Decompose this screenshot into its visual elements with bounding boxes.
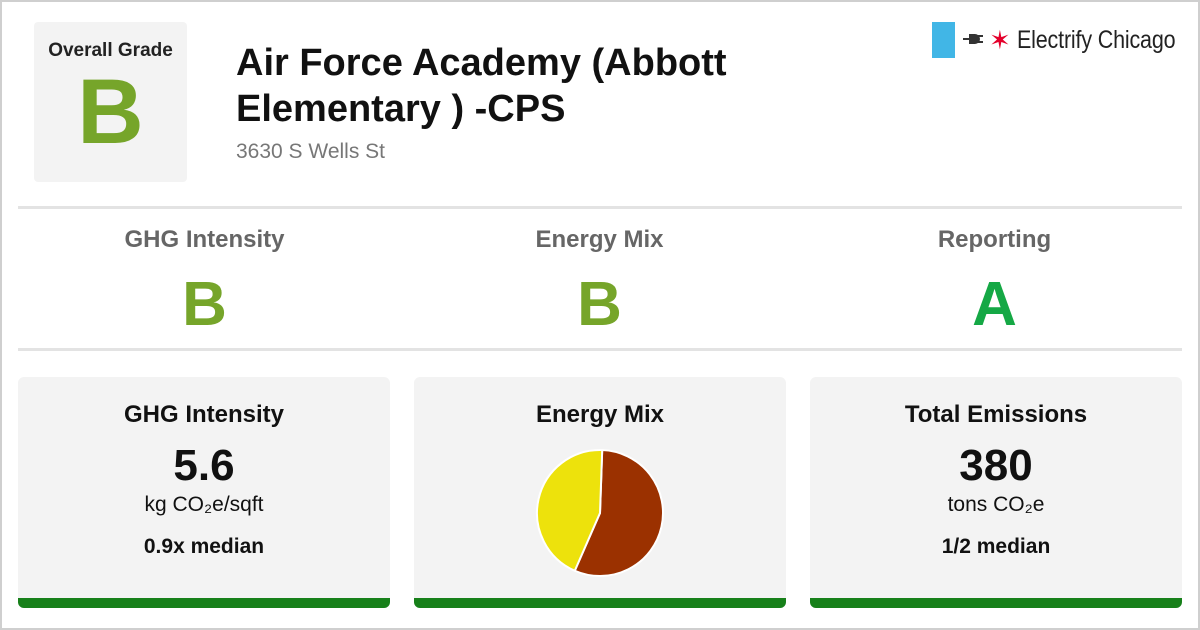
total-emissions-unit: tons CO₂e xyxy=(947,493,1045,516)
ghg-intensity-value: 5.6 xyxy=(173,441,235,490)
building-address: 3630 S Wells St xyxy=(236,140,386,163)
grade-letter: B xyxy=(577,270,622,339)
ghg-intensity-unit: kg CO₂e/sqft xyxy=(144,493,264,516)
logo-text: Electrify Chicago xyxy=(1016,25,1176,54)
pie-slice xyxy=(573,449,664,577)
electrify-chicago-logo[interactable]: ✶ Electrify Chicago xyxy=(932,22,1200,58)
chicago-star-icon: ✶ xyxy=(989,25,1011,55)
ghg-intensity-median: 0.9x median xyxy=(143,535,265,558)
grade-ghg-intensity: GHG Intensity B xyxy=(7,226,402,340)
grade-energy-mix: Energy Mix B xyxy=(402,226,797,340)
building-name: Air Force Academy (Abbott Elementary ) -… xyxy=(236,42,727,130)
grade-letter: B xyxy=(182,270,227,339)
grade-letter: A xyxy=(972,270,1017,339)
overall-grade-label: Overall Grade xyxy=(48,40,173,61)
card-title: GHG Intensity xyxy=(123,401,285,428)
grade-label: Reporting xyxy=(937,226,1052,253)
card-accent-bar xyxy=(414,598,786,608)
divider-middle xyxy=(18,348,1182,351)
card-accent-bar xyxy=(810,598,1182,608)
total-emissions-card: Total Emissions 380 tons CO₂e 1/2 median xyxy=(810,377,1182,608)
grade-reporting: Reporting A xyxy=(797,226,1192,340)
overall-grade-box: Overall Grade B xyxy=(34,22,187,182)
energy-mix-pie-chart xyxy=(536,449,664,577)
card-title: Total Emissions xyxy=(904,401,1088,428)
grade-label: Energy Mix xyxy=(535,226,664,253)
card-title: Energy Mix xyxy=(535,401,665,428)
pie-slice xyxy=(536,449,604,573)
plug-icon xyxy=(963,30,985,51)
ghg-intensity-card: GHG Intensity 5.6 kg CO₂e/sqft 0.9x medi… xyxy=(18,377,390,608)
card-accent-bar xyxy=(18,598,390,608)
total-emissions-median: 1/2 median xyxy=(941,535,1051,558)
total-emissions-value: 380 xyxy=(959,441,1033,490)
energy-mix-card: Energy Mix xyxy=(414,377,786,608)
overall-grade-letter: B xyxy=(77,61,144,163)
grade-label: GHG Intensity xyxy=(124,226,285,253)
divider-top xyxy=(18,206,1182,209)
chicago-flag-stripe-icon xyxy=(932,22,955,58)
